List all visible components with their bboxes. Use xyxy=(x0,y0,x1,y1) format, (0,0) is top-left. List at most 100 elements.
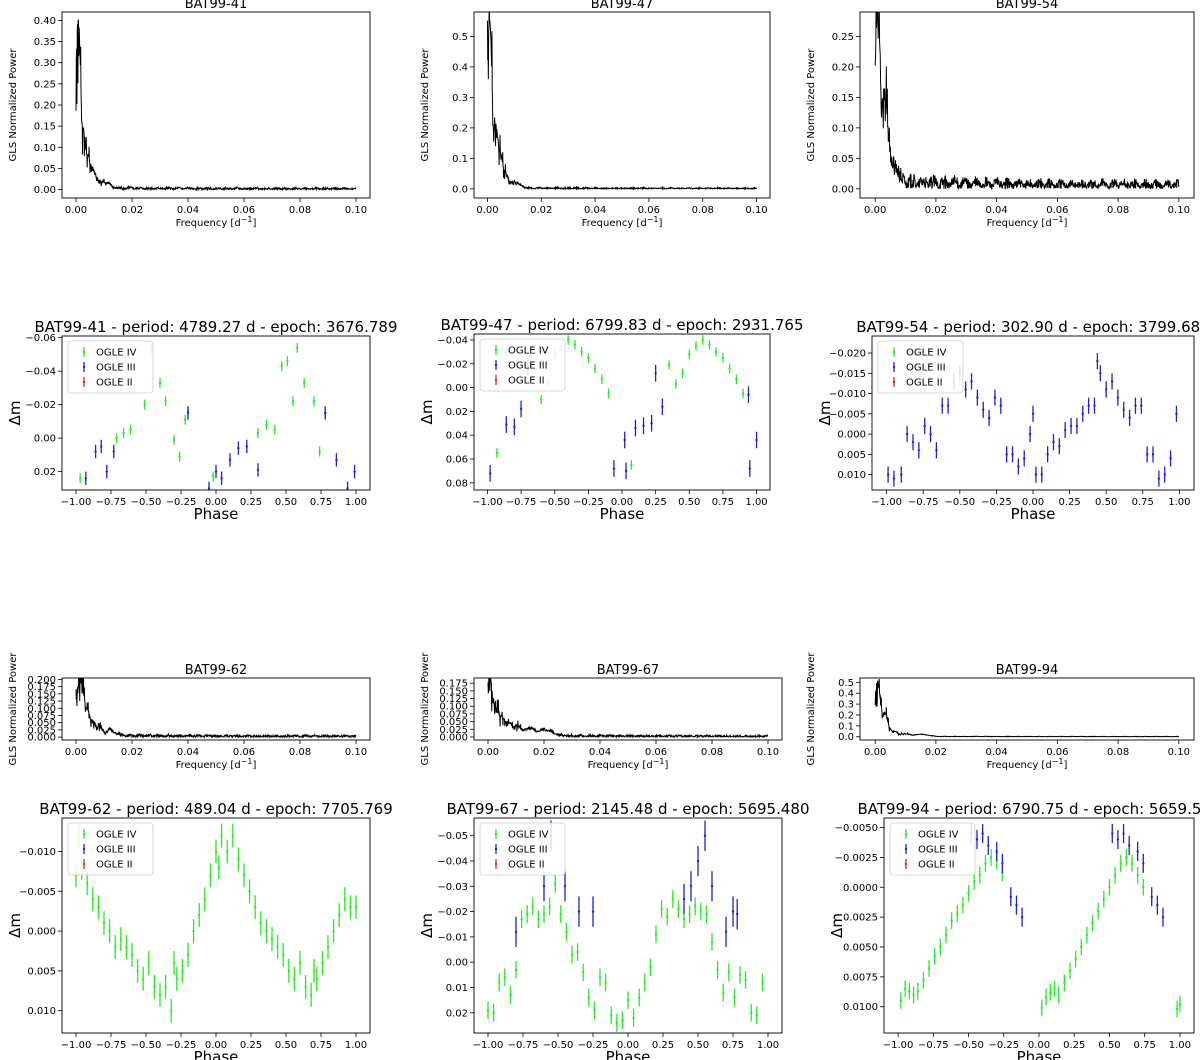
data-point-ogle-iii xyxy=(1020,907,1024,927)
x-tick-label: 0.04 xyxy=(584,205,606,216)
x-axis-label: Phase xyxy=(606,1048,651,1060)
y-tick-label: 0.4 xyxy=(452,62,468,73)
data-point-ogle-iv xyxy=(287,958,290,983)
data-point-ogle-iii xyxy=(982,401,985,418)
data-point-ogle-iii xyxy=(1116,389,1120,406)
y-tick-label: 0.1 xyxy=(452,154,468,165)
data-point-ogle-iv xyxy=(912,986,915,1004)
data-point-ogle-iii xyxy=(1005,446,1008,463)
data-point-ogle-iii xyxy=(514,916,518,947)
data-point-ogle-iii xyxy=(964,381,967,398)
data-point-ogle-iv xyxy=(741,388,745,399)
y-tick-label: 0.00 xyxy=(34,185,56,196)
data-point-ogle-iv xyxy=(1175,1000,1179,1018)
data-point-ogle-iv xyxy=(326,935,330,959)
x-tick-label: −1.00 xyxy=(883,1040,914,1051)
data-point-ogle-iv xyxy=(554,874,557,893)
y-tick-label: 0.00 xyxy=(832,184,854,195)
x-tick-label: 0.10 xyxy=(345,747,367,758)
data-point-ogle-iv xyxy=(1057,986,1060,1004)
data-point-ogle-iii xyxy=(488,464,492,482)
x-tick-label: −0.50 xyxy=(944,497,975,508)
data-point-ogle-iv xyxy=(256,428,260,439)
x-tick-label: 0.50 xyxy=(275,1040,297,1051)
data-point-ogle-iv xyxy=(604,973,607,992)
y-tick-label: −0.02 xyxy=(25,400,56,411)
data-point-ogle-iv xyxy=(587,988,590,1007)
legend: OGLE IV OGLE III OGLE II xyxy=(479,822,566,876)
x-tick-label: 0.25 xyxy=(645,497,667,508)
y-tick-label: 0.175 xyxy=(439,679,468,690)
data-point-ogle-iii xyxy=(703,820,707,851)
data-point-ogle-iv xyxy=(318,446,321,457)
y-tick-label: −0.03 xyxy=(437,882,468,893)
data-point-ogle-iv xyxy=(967,884,970,902)
y-tick-label: −0.05 xyxy=(437,831,468,842)
panel-title: BAT99-94 - period: 6790.75 d - epoch: 56… xyxy=(857,800,1200,818)
data-point-ogle-iii xyxy=(1011,446,1014,463)
data-point-ogle-iv xyxy=(688,349,691,360)
y-tick-label: 0.050 xyxy=(439,717,468,728)
legend-label: OGLE II xyxy=(96,860,133,871)
axes-frame xyxy=(859,11,1195,199)
data-point-ogle-iii xyxy=(112,444,116,459)
data-point-ogle-iv xyxy=(989,849,993,866)
data-point-ogle-iv xyxy=(755,1006,758,1025)
data-point-ogle-iv xyxy=(265,919,268,944)
data-point-ogle-iii xyxy=(100,439,103,454)
data-point-ogle-iii xyxy=(892,470,896,487)
y-tick-label: −0.010 xyxy=(19,847,56,858)
data-point-ogle-iv xyxy=(1040,999,1044,1017)
panel-title: BAT99-62 - period: 489.04 d - epoch: 770… xyxy=(39,800,393,818)
data-point-ogle-iv xyxy=(526,905,529,923)
x-tick-label: 0.00 xyxy=(65,747,87,758)
y-tick-label: 0.05 xyxy=(832,154,854,165)
data-point-ogle-iv xyxy=(108,919,111,944)
panel-f41: −1.00 −0.75 −0.50 −0.25 0.00 0.25 0.50 0.75 1.00… xyxy=(6,318,398,523)
axes-frame xyxy=(61,11,371,199)
data-point-ogle-iv xyxy=(531,897,534,916)
panel-f62: −1.00 −0.75 −0.50 −0.25 0.00 0.25 0.50 0.75 1.00… xyxy=(6,800,393,1060)
y-tick-label: −0.04 xyxy=(437,335,468,346)
data-point-ogle-iii xyxy=(987,835,990,856)
y-tick-label: 0.25 xyxy=(34,79,56,90)
data-point-ogle-iv xyxy=(1068,962,1072,980)
data-point-ogle-iv xyxy=(304,974,307,999)
y-tick-label: −0.02 xyxy=(437,907,468,918)
data-point-ogle-iv xyxy=(1074,950,1077,968)
x-tick-label: −0.50 xyxy=(953,1040,984,1051)
x-tick-label: 1.00 xyxy=(757,1040,779,1051)
data-point-ogle-iv xyxy=(298,950,302,975)
x-tick-label: −0.75 xyxy=(96,497,127,508)
data-point-ogle-iv xyxy=(722,983,725,1002)
panel-f54: −1.00 −0.75 −0.50 −0.25 0.00 0.25 0.50 0.75 1.00… xyxy=(816,318,1200,523)
legend-label: OGLE III xyxy=(508,845,548,856)
data-point-ogle-iv xyxy=(503,968,506,987)
y-tick-label: 0.20 xyxy=(34,101,56,112)
data-point-ogle-iii xyxy=(577,896,581,927)
legend-label: OGLE III xyxy=(918,845,958,856)
data-point-ogle-iv xyxy=(972,872,976,890)
y-tick-label: −0.015 xyxy=(829,369,866,380)
data-point-ogle-iv xyxy=(688,905,691,923)
x-tick-label: 1.00 xyxy=(745,497,767,508)
y-tick-label: 0.0 xyxy=(838,732,854,743)
y-tick-label: 0.35 xyxy=(34,37,56,48)
data-point-ogle-iii xyxy=(505,416,508,433)
data-point-ogle-iv xyxy=(916,982,920,1000)
data-point-ogle-iv xyxy=(265,419,268,430)
x-tick-label: 0.02 xyxy=(121,747,143,758)
data-point-ogle-iv xyxy=(978,866,982,884)
y-tick-label: −0.0025 xyxy=(835,853,878,864)
x-tick-label: 0.08 xyxy=(701,747,723,758)
x-axis-label: Phase xyxy=(194,1048,239,1060)
data-point-ogle-iii xyxy=(1128,409,1131,426)
x-tick-label: 0.06 xyxy=(233,747,255,758)
data-point-ogle-iii xyxy=(519,400,523,418)
data-point-ogle-iv xyxy=(1063,974,1066,992)
data-point-ogle-iv xyxy=(153,974,156,999)
data-f41 xyxy=(79,342,356,490)
data-point-ogle-iii xyxy=(1151,446,1155,463)
data-point-ogle-iii xyxy=(1040,466,1043,483)
x-tick-label: 0.25 xyxy=(1063,1040,1085,1051)
